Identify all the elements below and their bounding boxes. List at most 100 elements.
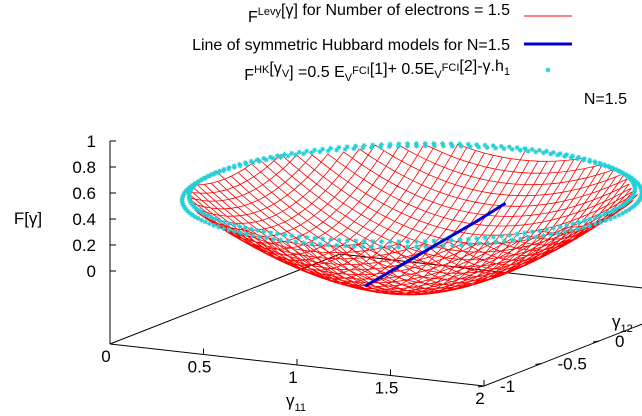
y-tick	[535, 363, 542, 365]
hk-point	[254, 157, 260, 163]
hk-point	[597, 213, 603, 219]
z-tick-label: 0.4	[72, 210, 96, 229]
surface-grid	[185, 143, 639, 296]
hk-point	[285, 153, 291, 159]
hk-point	[607, 216, 613, 222]
hk-point	[231, 163, 237, 169]
hk-point	[612, 166, 618, 172]
hk-point	[536, 147, 542, 153]
hk-point	[626, 207, 632, 212]
hk-point	[623, 172, 629, 178]
x-tick-label: 2	[475, 389, 484, 408]
hk-point	[529, 146, 535, 152]
hk-point	[570, 221, 576, 227]
hk-point	[274, 153, 280, 159]
hk-point	[564, 222, 570, 228]
hk-point	[514, 231, 520, 237]
hk-point	[328, 145, 334, 151]
x-tick-label: 0.5	[188, 358, 212, 377]
hk-point	[405, 239, 411, 245]
hk-point	[598, 162, 603, 167]
hk-point	[377, 144, 383, 150]
hk-point	[587, 223, 593, 229]
hk-point	[448, 141, 454, 147]
symmetric-line	[364, 201, 507, 288]
hk-point	[631, 177, 637, 183]
hk-point	[221, 219, 227, 225]
y-tick	[477, 385, 485, 388]
hk-point	[603, 163, 608, 169]
hk-point	[620, 202, 626, 208]
hk-point	[387, 239, 393, 245]
hk-point	[196, 207, 202, 213]
hk-point	[188, 187, 194, 192]
hk-point	[208, 214, 214, 220]
hk-point	[465, 236, 471, 242]
hk-point	[351, 243, 357, 249]
legend-swatch	[545, 67, 551, 73]
hk-point	[638, 195, 642, 201]
hk-point	[506, 144, 512, 150]
legend-label: FLevy[γ] for Number of electrons = 1.5	[248, 2, 510, 26]
hk-point	[186, 196, 192, 202]
hk-point	[474, 142, 480, 148]
hk-point	[629, 175, 635, 181]
hk-point	[423, 244, 429, 250]
hk-point	[568, 227, 574, 233]
hk-point	[278, 154, 283, 160]
legend: FLevy[γ] for Number of electrons = 1.5 Li…	[192, 2, 627, 108]
hk-point	[576, 219, 582, 225]
hk-point	[242, 160, 248, 166]
hk-point	[548, 232, 554, 237]
hk-point	[557, 224, 563, 230]
hk-point	[378, 142, 384, 148]
hk-point	[396, 239, 402, 245]
hk-point	[250, 233, 256, 238]
hk-point	[334, 147, 340, 153]
hk-point	[226, 227, 232, 233]
hk-point	[634, 179, 639, 185]
hk-point	[631, 203, 637, 209]
hk-point	[237, 163, 243, 169]
hk-point	[334, 242, 340, 248]
hk-point	[317, 241, 323, 247]
hk-point	[634, 201, 639, 207]
hk-point	[638, 187, 642, 193]
hk-point	[458, 143, 464, 149]
hk-point	[395, 143, 401, 149]
hk-point	[541, 233, 546, 239]
hk-point	[360, 145, 366, 151]
hk-point	[414, 244, 420, 250]
hk-point	[180, 192, 186, 198]
hk-point	[216, 224, 221, 230]
hk-point	[201, 175, 207, 181]
hk-point	[309, 241, 315, 247]
hk-point	[187, 184, 193, 190]
hk-point	[185, 186, 190, 192]
hk-point	[180, 202, 186, 208]
hk-point	[191, 183, 197, 189]
hk-point	[551, 225, 556, 231]
hk-point	[351, 146, 357, 152]
hk-point	[465, 141, 471, 147]
hk-point	[353, 238, 359, 244]
hk-point	[587, 159, 593, 165]
hk-point	[360, 244, 366, 250]
hk-point	[248, 158, 254, 164]
hk-point	[353, 143, 359, 149]
z-axis-label: F[γ]	[14, 209, 42, 228]
hk-point	[370, 239, 376, 244]
hk-point	[413, 143, 419, 149]
hk-point	[243, 231, 249, 237]
hk-point	[263, 157, 269, 163]
hk-point	[610, 208, 616, 214]
hk-point	[467, 241, 473, 247]
hk-point	[221, 166, 227, 172]
hk-point	[187, 188, 193, 194]
hk-point	[198, 209, 204, 215]
hk-point	[293, 152, 299, 158]
hk-point	[378, 244, 384, 250]
hk-point	[320, 146, 326, 152]
hk-point	[370, 142, 376, 148]
hk-point	[622, 200, 628, 206]
